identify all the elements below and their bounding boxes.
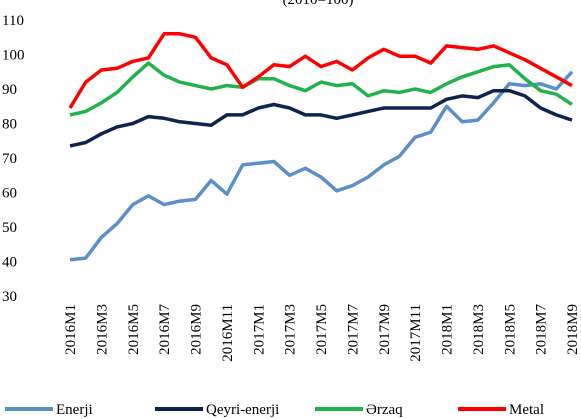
x-tick-label: 2017M9 <box>377 304 393 355</box>
x-tick-label: 2016M3 <box>94 304 110 355</box>
y-tick-label: 50 <box>2 220 17 236</box>
chart-title: (2010=100) <box>283 0 354 8</box>
x-tick-label: 2017M11 <box>408 304 424 362</box>
series-line <box>69 70 574 262</box>
y-tick-label: 70 <box>2 151 17 167</box>
y-tick-label: 30 <box>2 289 17 305</box>
y-tick-label: 90 <box>2 82 17 98</box>
x-tick-label: 2016M9 <box>189 304 205 355</box>
x-tick-label: 2017M7 <box>345 304 361 355</box>
y-tick-label: 110 <box>2 13 24 29</box>
x-tick-label: 2016M11 <box>220 304 236 362</box>
x-tick-label: 2018M5 <box>502 304 518 355</box>
series-line <box>69 88 573 148</box>
x-tick-label: 2016M7 <box>157 304 173 355</box>
y-tick-label: 60 <box>2 186 17 202</box>
x-tick-label: 2018M7 <box>534 304 550 355</box>
series-line <box>69 61 573 117</box>
series-line <box>68 32 573 109</box>
y-tick-label: 100 <box>2 48 25 64</box>
x-tick-label: 2016M1 <box>63 304 79 355</box>
x-tick-label: 2017M5 <box>314 304 330 355</box>
y-tick-label: 40 <box>2 255 17 271</box>
x-tick-label: 2017M1 <box>251 304 267 355</box>
x-tick-label: 2016M5 <box>126 304 142 355</box>
legend-label: Qeyri-enerji <box>206 402 279 418</box>
x-tick-label: 2018M1 <box>440 304 456 355</box>
legend-label: Metal <box>509 402 544 418</box>
legend-label: Enerji <box>56 402 93 418</box>
x-tick-label: 2017M3 <box>283 304 299 355</box>
y-tick-label: 80 <box>2 117 17 133</box>
x-tick-label: 2018M9 <box>565 304 581 355</box>
x-tick-label: 2018M3 <box>471 304 487 355</box>
legend-label: Ərzaq <box>366 402 403 418</box>
